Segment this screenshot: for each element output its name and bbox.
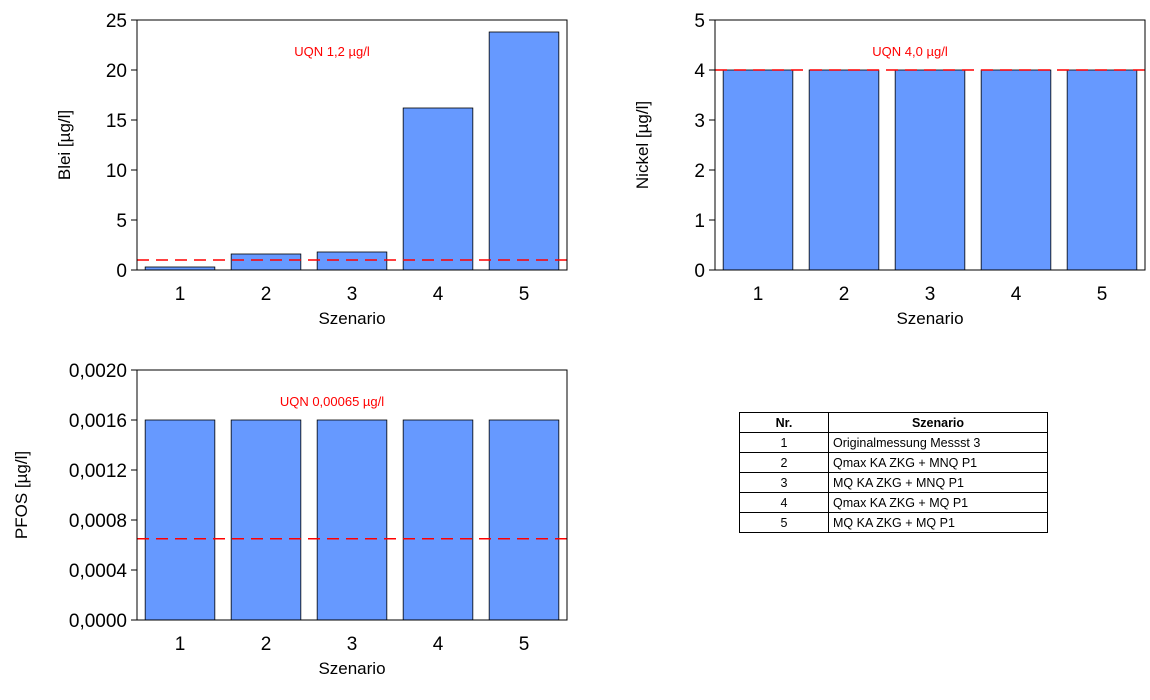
legend-row-szenario: Qmax KA ZKG + MQ P1 <box>828 492 1048 513</box>
x-tick-label: 5 <box>1097 284 1108 305</box>
plot-frame <box>714 19 1146 271</box>
bar <box>488 419 560 621</box>
bar <box>402 419 474 621</box>
x-tick-label: 3 <box>347 634 358 655</box>
x-tick-label: 1 <box>175 634 186 655</box>
x-tick-label: 1 <box>753 284 764 305</box>
y-axis-label: PFOS [µg/l] <box>12 451 31 539</box>
y-tick-label: 15 <box>106 111 127 132</box>
x-tick-label: 5 <box>519 284 530 305</box>
y-tick-label: 1 <box>694 211 705 232</box>
bar <box>144 419 216 621</box>
bar <box>808 69 880 271</box>
threshold-label: UQN 0,00065 µg/l <box>280 394 384 409</box>
y-tick-label: 25 <box>106 11 127 32</box>
plot-frame <box>136 19 568 271</box>
bar <box>980 69 1052 271</box>
threshold-label: UQN 1,2 µg/l <box>294 44 370 59</box>
legend-row: 5 MQ KA ZKG + MQ P1 <box>739 512 1048 533</box>
legend-row: 1 Originalmessung Messst 3 <box>739 432 1048 453</box>
x-tick-label: 1 <box>175 284 186 305</box>
x-tick-label: 2 <box>261 284 272 305</box>
bar <box>722 69 794 271</box>
y-tick-label: 3 <box>694 111 705 132</box>
legend-row-nr: 4 <box>739 492 829 513</box>
y-tick-label: 5 <box>694 11 705 32</box>
legend-row-szenario: MQ KA ZKG + MQ P1 <box>828 512 1048 533</box>
bar <box>1066 69 1138 271</box>
legend-row-nr: 2 <box>739 452 829 473</box>
x-tick-label: 4 <box>433 284 444 305</box>
x-axis-label: Szenario <box>896 309 963 328</box>
y-axis-label: Nickel [µg/l] <box>633 101 652 189</box>
legend-header-row: Nr. Szenario <box>739 412 1048 433</box>
y-axis-label: Blei [µg/l] <box>55 110 74 180</box>
pfos-chart: UQN 0,00065 µg/l 0,0000 0,0004 0,0008 0,0012… <box>12 361 568 678</box>
y-tick-label: 2 <box>694 161 705 182</box>
y-tick-label: 0 <box>116 261 127 282</box>
x-tick-label: 3 <box>347 284 358 305</box>
bar <box>894 69 966 271</box>
x-tick-label: 5 <box>519 634 530 655</box>
y-tick-label: 0,0020 <box>69 361 127 382</box>
legend-row-szenario: Originalmessung Messst 3 <box>828 432 1048 453</box>
bar <box>230 253 302 271</box>
x-tick-label: 2 <box>261 634 272 655</box>
legend-row: 3 MQ KA ZKG + MNQ P1 <box>739 472 1048 493</box>
x-tick-label: 2 <box>839 284 850 305</box>
legend-row-nr: 5 <box>739 512 829 533</box>
blei-chart: UQN 1,2 µg/l 0 5 10 15 20 25 1 2 3 4 5 Szenario Blei … <box>55 11 568 328</box>
y-tick-label: 4 <box>694 61 705 82</box>
legend-header-szenario: Szenario <box>828 412 1048 433</box>
bar <box>316 419 388 621</box>
legend-row-nr: 1 <box>739 432 829 453</box>
x-tick-label: 4 <box>1011 284 1022 305</box>
legend-row-szenario: Qmax KA ZKG + MNQ P1 <box>828 452 1048 473</box>
y-tick-label: 0,0012 <box>69 461 127 482</box>
y-tick-label: 0,0016 <box>69 411 127 432</box>
bar <box>402 107 474 271</box>
legend-row-nr: 3 <box>739 472 829 493</box>
x-axis-label: Szenario <box>318 659 385 678</box>
legend-row: 4 Qmax KA ZKG + MQ P1 <box>739 492 1048 513</box>
y-tick-label: 20 <box>106 61 127 82</box>
bar <box>316 251 388 271</box>
y-tick-label: 0,0000 <box>69 611 127 632</box>
y-tick-label: 0,0004 <box>69 561 128 582</box>
x-tick-label: 4 <box>433 634 444 655</box>
nickel-chart: UQN 4,0 µg/l 0 1 2 3 4 5 1 2 3 4 5 Szenario Nickel [µ… <box>633 11 1146 328</box>
y-tick-label: 10 <box>106 161 127 182</box>
y-tick-label: 0,0008 <box>69 511 127 532</box>
threshold-label: UQN 4,0 µg/l <box>872 44 948 59</box>
legend-row-szenario: MQ KA ZKG + MNQ P1 <box>828 472 1048 493</box>
bar <box>230 419 302 621</box>
legend-row: 2 Qmax KA ZKG + MNQ P1 <box>739 452 1048 473</box>
plot-frame <box>136 369 568 621</box>
y-tick-label: 0 <box>694 261 705 282</box>
legend-header-nr: Nr. <box>739 412 829 433</box>
bar <box>488 31 560 271</box>
y-tick-label: 5 <box>116 211 127 232</box>
scenario-legend-table: Nr. Szenario 1 Originalmessung Messst 3 … <box>739 412 1048 533</box>
x-tick-label: 3 <box>925 284 936 305</box>
x-axis-label: Szenario <box>318 309 385 328</box>
